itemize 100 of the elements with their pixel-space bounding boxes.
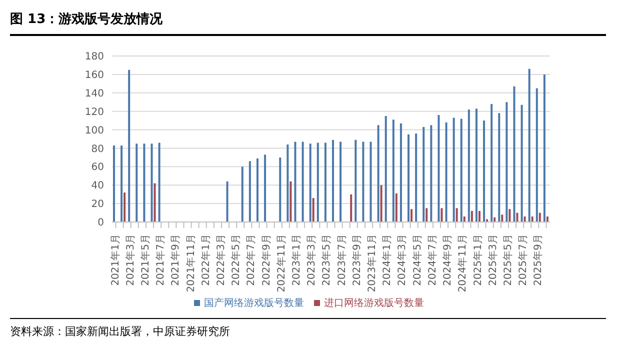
bar xyxy=(452,118,455,222)
legend-label: 国产网络游戏版号数量 xyxy=(204,298,304,309)
bar xyxy=(422,127,425,222)
bar xyxy=(302,142,304,222)
bar xyxy=(513,86,516,222)
bar xyxy=(506,102,508,222)
bar xyxy=(445,122,448,222)
bar xyxy=(294,142,296,222)
bar xyxy=(543,74,546,222)
y-tick-label: 60 xyxy=(91,162,104,174)
x-tick-label: 2022年5月 xyxy=(230,234,242,286)
x-tick-label: 2023年7月 xyxy=(336,234,348,286)
bar xyxy=(508,209,511,222)
bar xyxy=(520,104,523,222)
x-tick-label: 2021年7月 xyxy=(154,234,167,286)
bar xyxy=(143,144,146,222)
bar xyxy=(426,208,428,222)
bar xyxy=(128,70,130,222)
bar xyxy=(384,116,387,222)
bar xyxy=(256,158,258,222)
bar xyxy=(415,133,418,222)
x-tick-label: 2024年9月 xyxy=(442,234,454,286)
x-tick-label: 2021年11月 xyxy=(184,234,197,292)
x-tick-label: 2025年3月 xyxy=(486,234,499,286)
bar xyxy=(324,142,326,222)
x-tick-label: 2022年1月 xyxy=(200,234,212,286)
bar xyxy=(226,181,228,222)
bar xyxy=(463,216,466,222)
x-tick-label: 2023年1月 xyxy=(290,234,303,286)
bar xyxy=(332,140,334,222)
bar xyxy=(538,212,541,222)
bar xyxy=(483,120,486,222)
x-tick-label: 2022年7月 xyxy=(245,234,258,286)
x-tick-label: 2023年5月 xyxy=(320,234,333,286)
x-tick-label: 2024年11月 xyxy=(456,234,469,292)
x-tick-label: 2023年3月 xyxy=(306,234,318,286)
bar xyxy=(309,144,312,222)
bar xyxy=(410,209,413,222)
y-tick-label: 40 xyxy=(91,180,104,192)
bar xyxy=(290,181,292,222)
bar xyxy=(279,157,282,222)
bar xyxy=(430,125,432,222)
bar xyxy=(312,198,314,222)
bar xyxy=(150,144,153,222)
bar xyxy=(486,219,488,222)
x-tick-label: 2023年11月 xyxy=(366,234,378,292)
bar xyxy=(475,108,478,222)
bar xyxy=(531,216,534,222)
x-tick-label: 2025年7月 xyxy=(517,234,530,286)
y-tick-label: 120 xyxy=(84,106,104,118)
bar xyxy=(536,88,538,222)
bar xyxy=(248,161,251,222)
bar xyxy=(154,183,156,222)
bar xyxy=(528,68,530,222)
y-tick-label: 0 xyxy=(98,218,104,229)
bar xyxy=(501,214,504,222)
bar xyxy=(456,208,458,222)
x-tick-label: 2024年5月 xyxy=(411,234,424,286)
x-tick-label: 2021年5月 xyxy=(139,234,152,286)
x-tick-label: 2023年9月 xyxy=(350,234,363,286)
bar xyxy=(498,113,500,222)
bar xyxy=(440,208,443,222)
x-tick-label: 2022年3月 xyxy=(215,234,227,286)
bar xyxy=(392,120,394,222)
bar xyxy=(350,194,352,222)
bar xyxy=(286,144,289,222)
y-tick-label: 160 xyxy=(84,70,104,81)
bar xyxy=(524,216,526,222)
bar xyxy=(377,125,380,222)
x-tick-label: 2022年9月 xyxy=(260,234,272,286)
bar xyxy=(340,142,342,222)
bar xyxy=(408,134,410,222)
x-tick-label: 2025年1月 xyxy=(472,234,484,286)
y-tick-label: 100 xyxy=(84,125,104,136)
x-tick-label: 2025年5月 xyxy=(502,234,514,286)
bar xyxy=(136,144,138,222)
bar xyxy=(158,142,160,222)
y-tick-label: 180 xyxy=(84,52,104,63)
bar xyxy=(516,212,518,222)
bar xyxy=(241,166,244,222)
bar xyxy=(113,145,115,222)
bar xyxy=(124,192,126,222)
bar xyxy=(362,142,364,222)
x-tick-label: 2021年3月 xyxy=(124,234,136,286)
bar xyxy=(490,104,493,222)
bar xyxy=(354,140,357,222)
bar xyxy=(264,154,266,222)
bar xyxy=(460,118,462,222)
bar xyxy=(400,123,402,222)
y-tick-label: 80 xyxy=(91,144,104,155)
legend-label: 进口网络游戏版号数量 xyxy=(324,298,424,309)
x-tick-label: 2024年7月 xyxy=(426,234,438,286)
bar xyxy=(370,142,372,222)
x-tick-label: 2021年1月 xyxy=(109,234,122,286)
bar xyxy=(380,185,382,222)
bar xyxy=(438,115,440,222)
bar xyxy=(395,193,398,222)
bar xyxy=(468,109,470,222)
bar xyxy=(316,142,319,222)
x-tick-label: 2025年9月 xyxy=(532,234,544,286)
